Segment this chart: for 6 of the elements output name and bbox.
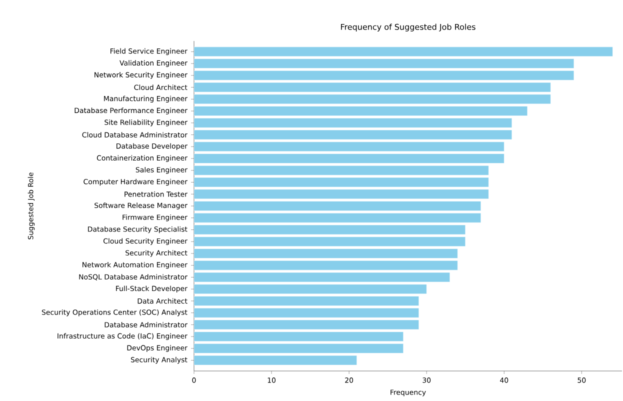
bar xyxy=(194,248,458,258)
bar xyxy=(194,154,504,164)
bar xyxy=(194,201,482,211)
chart-title: Frequency of Suggested Job Roles xyxy=(341,24,476,32)
bar xyxy=(194,296,420,306)
bar xyxy=(194,106,528,116)
